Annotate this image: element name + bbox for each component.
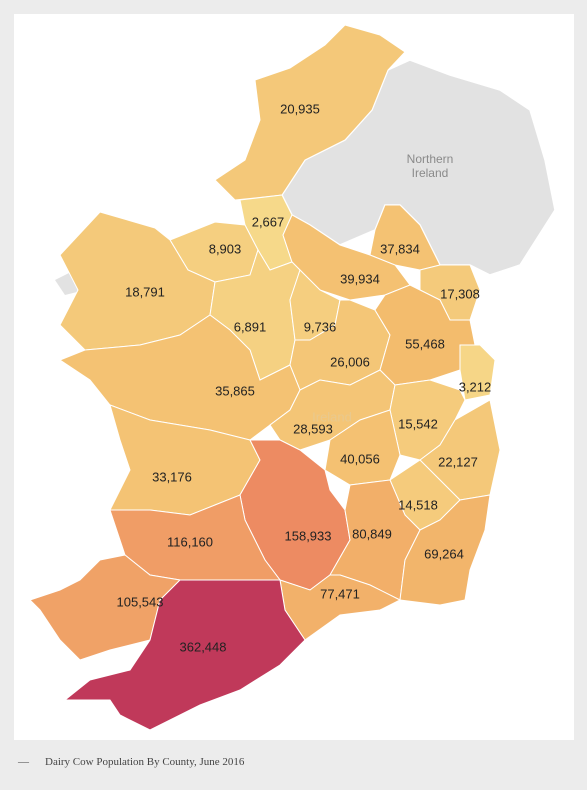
county-value-label: 26,006 xyxy=(330,354,370,369)
county-value-label: 18,791 xyxy=(125,284,165,299)
county-value-label: 9,736 xyxy=(304,319,337,334)
county xyxy=(324,409,401,486)
county xyxy=(459,344,496,401)
county-value-label: 15,542 xyxy=(398,416,438,431)
county-value-label: 3,212 xyxy=(459,379,492,394)
county-value-label: 39,934 xyxy=(340,271,380,286)
country-label: Ireland xyxy=(312,409,352,424)
map-panel: Ireland 20,935 2,667 8,903 18,791 37,834 39,93… xyxy=(14,14,574,740)
county-value-label: 158,933 xyxy=(285,528,332,543)
county-value-label: 362,448 xyxy=(180,639,227,654)
county-value-label: 14,518 xyxy=(398,497,438,512)
county-value-label: 6,891 xyxy=(234,319,267,334)
county-value-label: 55,468 xyxy=(405,336,445,351)
northern-ireland-label: Ireland xyxy=(412,166,449,180)
county-value-label: 80,849 xyxy=(352,526,392,541)
county-value-label: 17,308 xyxy=(440,286,480,301)
county-value-label: 69,264 xyxy=(424,546,464,561)
county xyxy=(399,494,491,606)
county-value-label: 20,935 xyxy=(280,101,320,116)
county-value-label: 37,834 xyxy=(380,241,420,256)
county-value-label: 105,543 xyxy=(117,594,164,609)
county-value-label: 28,593 xyxy=(293,421,333,436)
caption: — Dairy Cow Population By County, June 20… xyxy=(18,756,260,768)
caption-text: Dairy Cow Population By County, June 201… xyxy=(45,756,245,768)
caption-dash: — xyxy=(18,756,29,768)
map: Ireland 20,935 2,667 8,903 18,791 37,83439,93… xyxy=(29,24,556,731)
county-value-label: 116,160 xyxy=(167,534,213,549)
county-value-label: 22,127 xyxy=(438,454,478,469)
county-value-label: 40,056 xyxy=(340,451,380,466)
county-value-label: 8,903 xyxy=(209,241,242,256)
county xyxy=(63,579,306,731)
county-value-label: 35,865 xyxy=(215,383,255,398)
county-value-label: 33,176 xyxy=(152,469,192,484)
northern-ireland-label: Northern xyxy=(407,152,454,166)
county-value-label: 2,667 xyxy=(252,214,285,229)
county-value-label: 77,471 xyxy=(320,586,360,601)
